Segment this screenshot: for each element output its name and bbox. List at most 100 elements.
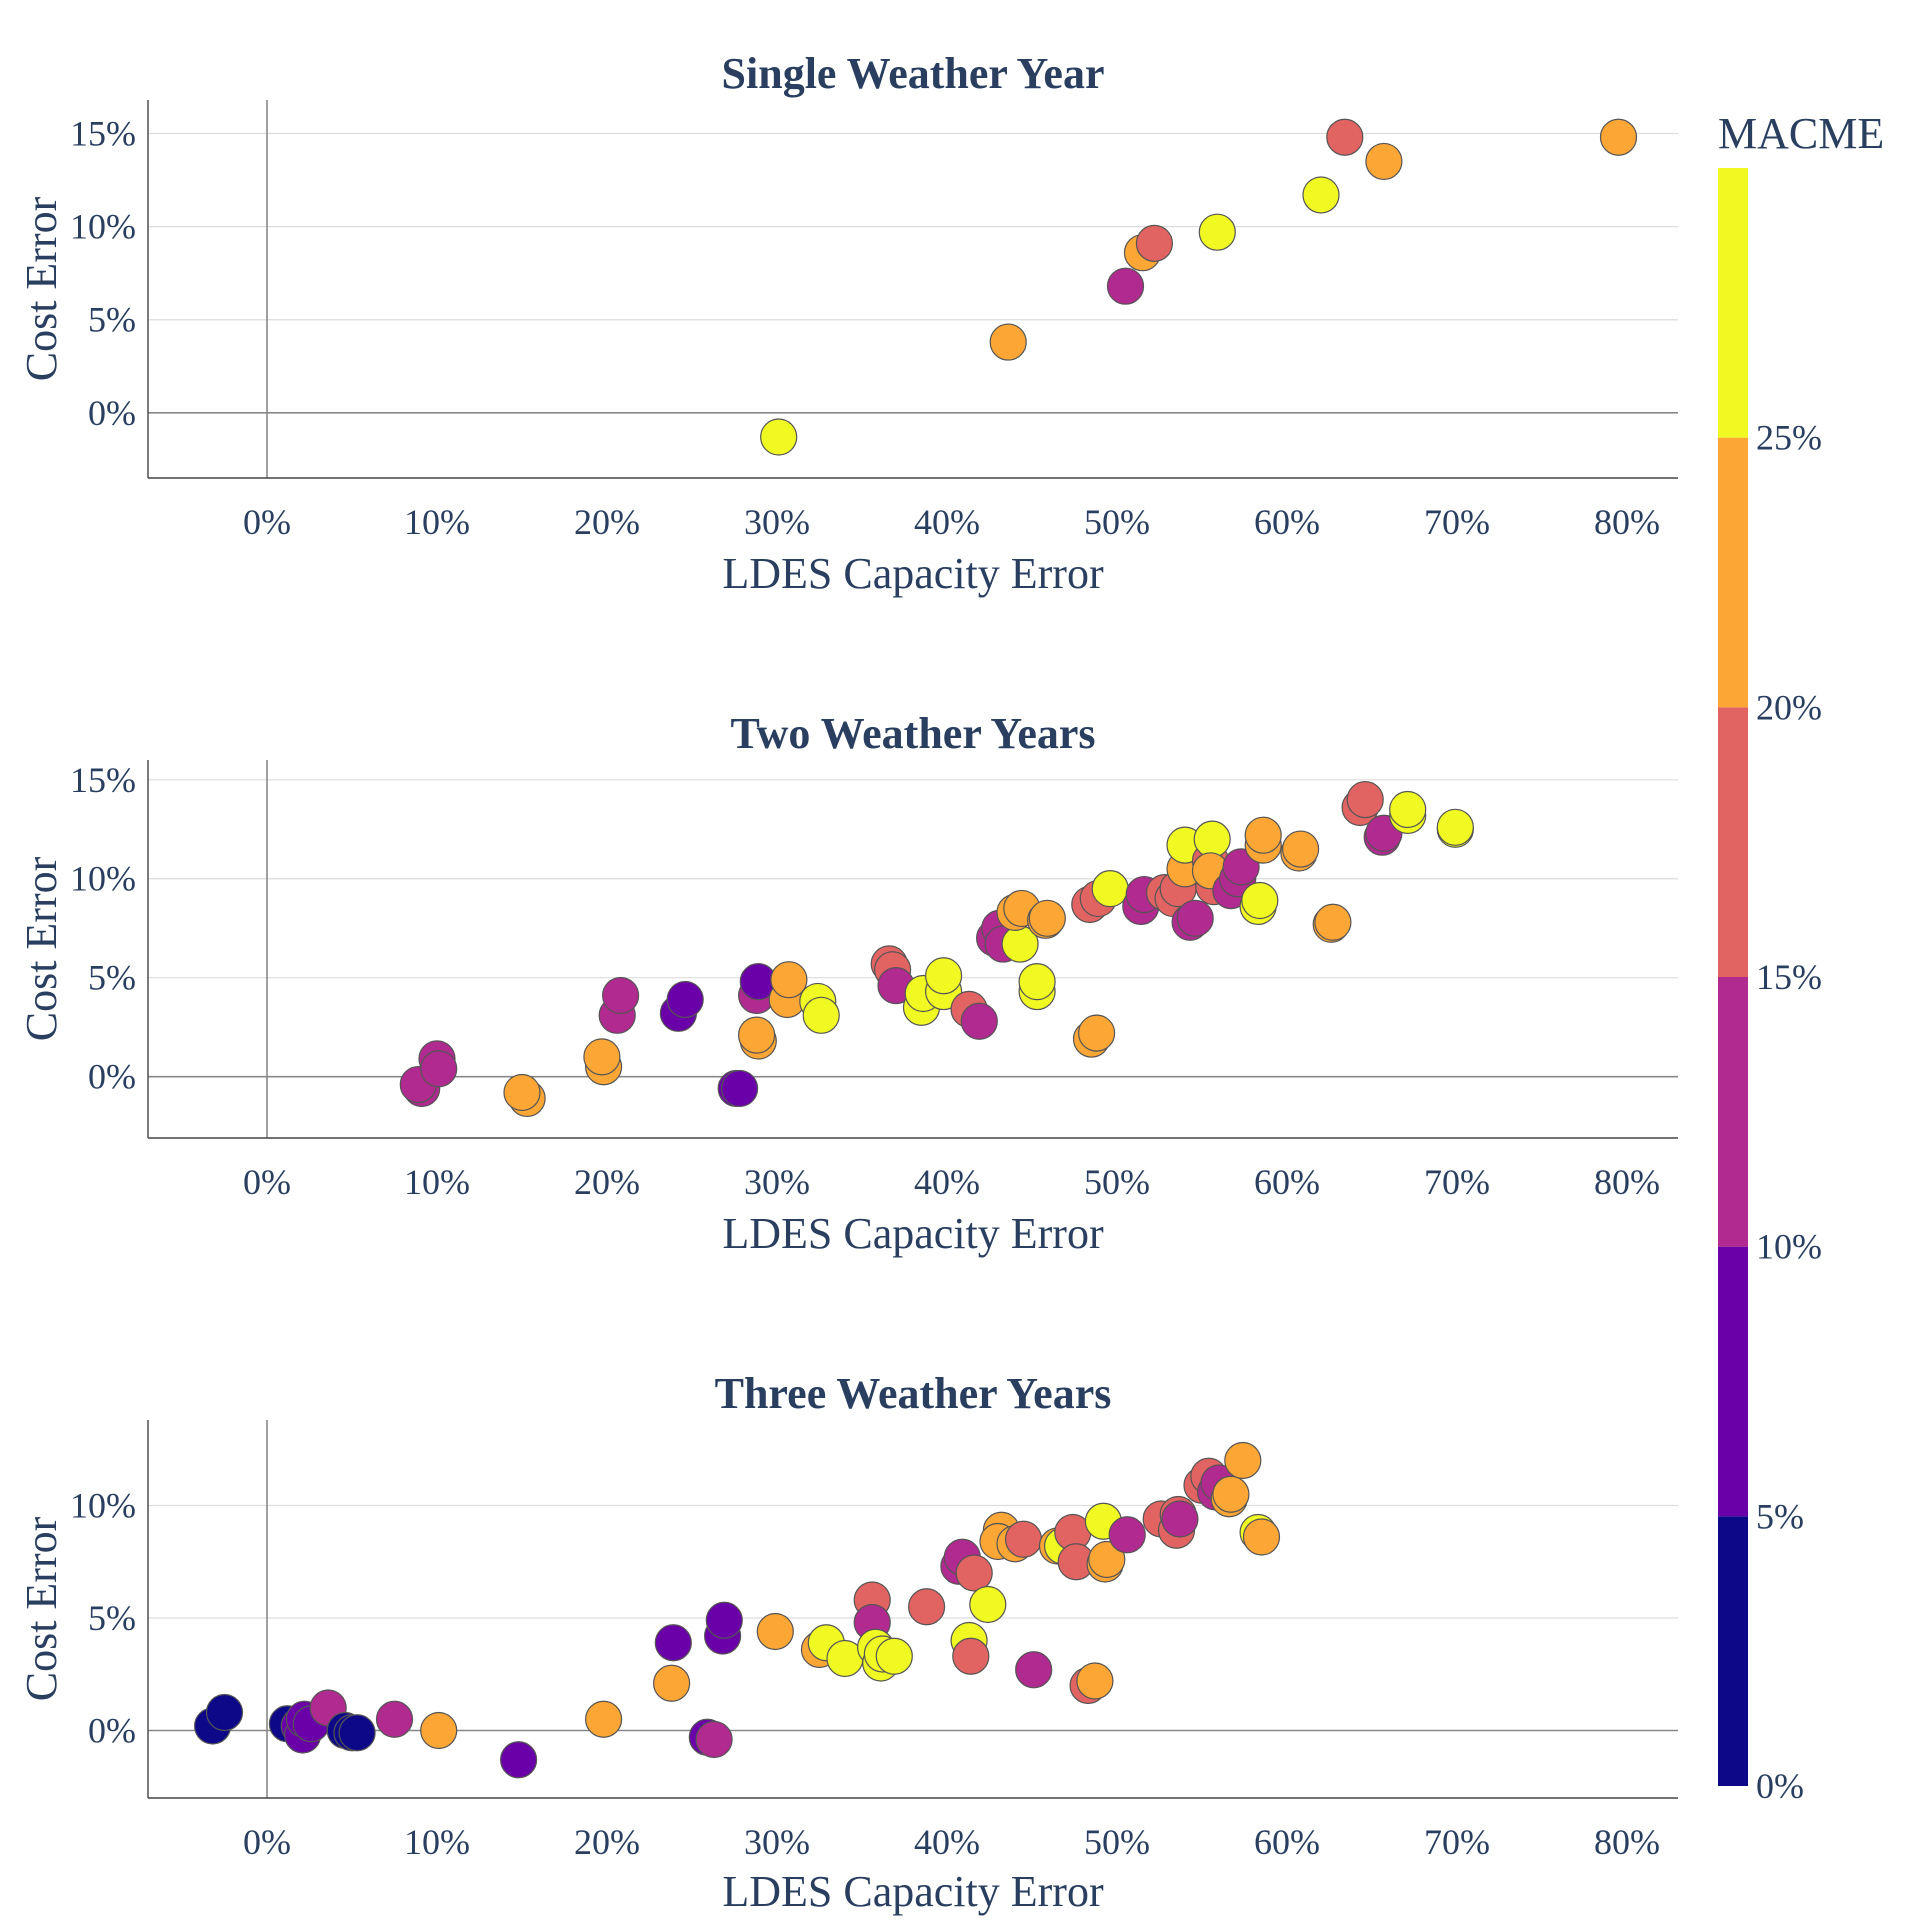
scatter-point bbox=[1018, 963, 1056, 1001]
y-tick-label: 15% bbox=[70, 760, 136, 800]
y-axis-title: Cost Error bbox=[17, 196, 66, 381]
x-tick-label: 30% bbox=[744, 502, 810, 542]
scatter-point bbox=[1135, 224, 1174, 262]
colorbar-ticks: 0% 5% 10% 15% 20% 25% bbox=[1756, 418, 1822, 1806]
colorbar-band bbox=[1718, 1516, 1748, 1786]
scatter-point bbox=[1091, 870, 1129, 908]
x-tick-label: 70% bbox=[1424, 1822, 1490, 1862]
scatter-point bbox=[1241, 881, 1279, 920]
x-tick-label: 0% bbox=[243, 1822, 291, 1862]
colorbar-band bbox=[1718, 1246, 1748, 1517]
scatter-point bbox=[1244, 816, 1282, 854]
x-tick-label: 80% bbox=[1594, 502, 1660, 542]
x-tick-label: 60% bbox=[1254, 502, 1320, 542]
scatter-point bbox=[720, 1069, 759, 1108]
subplot-title: Three Weather Years bbox=[715, 1369, 1112, 1418]
scatter-point bbox=[960, 1002, 998, 1040]
scatter-point bbox=[1198, 213, 1236, 251]
colorbar-band bbox=[1718, 168, 1748, 438]
scatter-points bbox=[194, 1441, 1281, 1779]
scatter-point bbox=[875, 1637, 913, 1675]
scatter-point bbox=[375, 1700, 414, 1738]
scatter-point bbox=[1193, 820, 1231, 858]
scatter-point bbox=[1326, 118, 1364, 156]
x-tick-label: 0% bbox=[243, 502, 291, 542]
scatter-point bbox=[1176, 899, 1214, 937]
scatter-point bbox=[955, 1554, 993, 1592]
subplot-2: 0% 10% 20% 30% 40% 50% 60% 70% 80% 0% 5% 10% 15% Two … bbox=[17, 709, 1678, 1258]
scatter-point bbox=[1088, 1540, 1126, 1579]
colorbar-band bbox=[1718, 977, 1748, 1247]
scatter-point bbox=[503, 1073, 541, 1112]
x-tick-label: 10% bbox=[404, 1822, 470, 1862]
x-tick-label: 50% bbox=[1084, 1822, 1150, 1862]
y-tick-label: 10% bbox=[70, 1486, 136, 1526]
y-tick-label: 15% bbox=[70, 114, 136, 154]
subplots: 0% 10% 20% 30% 40% 50% 60% 70% 80% 0% 5% 10% 15% Sing… bbox=[17, 49, 1678, 1916]
scatter-point bbox=[1302, 176, 1340, 214]
scatter-point bbox=[666, 980, 704, 1019]
x-tick-label: 50% bbox=[1084, 502, 1150, 542]
x-tick-label: 70% bbox=[1424, 502, 1490, 542]
x-tick-label: 30% bbox=[744, 1822, 810, 1862]
x-tick-label: 10% bbox=[404, 502, 470, 542]
x-tick-label: 80% bbox=[1594, 1162, 1660, 1202]
scatter-point bbox=[1224, 1441, 1262, 1480]
y-tick-label: 10% bbox=[70, 207, 136, 247]
x-tick-label: 30% bbox=[744, 1162, 810, 1202]
y-tick-label: 0% bbox=[88, 1057, 136, 1097]
x-tick-label: 80% bbox=[1594, 1822, 1660, 1862]
scatter-point bbox=[499, 1741, 538, 1779]
x-tick-label: 60% bbox=[1254, 1162, 1320, 1202]
scatter-point bbox=[952, 1637, 990, 1675]
scatter-point bbox=[1004, 1520, 1043, 1558]
colorbar-tick-label: 0% bbox=[1756, 1766, 1804, 1806]
scatter-point bbox=[1314, 903, 1352, 941]
scatter-point bbox=[1106, 267, 1145, 305]
y-tick-label: 10% bbox=[70, 859, 136, 899]
x-axis-title: LDES Capacity Error bbox=[722, 1209, 1104, 1258]
scatter-point bbox=[420, 1711, 458, 1750]
scatter-point bbox=[583, 1038, 621, 1076]
scatter-point bbox=[601, 976, 640, 1015]
scatter-point bbox=[1281, 830, 1320, 868]
x-tick-label: 60% bbox=[1254, 1822, 1320, 1862]
x-axis-title: LDES Capacity Error bbox=[722, 549, 1104, 598]
scatter-point bbox=[695, 1720, 733, 1759]
x-tick-label: 40% bbox=[914, 1162, 980, 1202]
colorbar-bands bbox=[1718, 168, 1748, 1786]
scatter-point bbox=[654, 1624, 692, 1662]
scatter-point bbox=[924, 957, 963, 995]
colorbar-tick-label: 20% bbox=[1756, 687, 1822, 727]
colorbar-tick-label: 5% bbox=[1756, 1496, 1804, 1536]
colorbar: MACME 0% 5% 10% 15% 20% 25% bbox=[1718, 109, 1884, 1806]
subplot-3: 0% 10% 20% 30% 40% 50% 60% 70% 80% 0% 5% 10% Three W… bbox=[17, 1369, 1678, 1916]
scatter-point bbox=[652, 1664, 691, 1702]
scatter-point bbox=[705, 1601, 743, 1639]
colorbar-band bbox=[1718, 707, 1748, 977]
scatter-point bbox=[1389, 790, 1427, 829]
scatter-point bbox=[1212, 1475, 1250, 1513]
x-tick-label: 10% bbox=[404, 1162, 470, 1202]
colorbar-tick-label: 10% bbox=[1756, 1227, 1822, 1267]
x-tick-label: 70% bbox=[1424, 1162, 1490, 1202]
scatter-point bbox=[756, 1612, 794, 1651]
x-tick-label: 20% bbox=[574, 1822, 640, 1862]
y-tick-label: 0% bbox=[88, 393, 136, 433]
scatter-point bbox=[1242, 1518, 1281, 1556]
scatter-point bbox=[1077, 1014, 1116, 1052]
subplot-title: Single Weather Year bbox=[722, 49, 1105, 98]
scatter-point bbox=[205, 1693, 244, 1732]
x-tick-label: 20% bbox=[574, 1162, 640, 1202]
x-axis-title: LDES Capacity Error bbox=[722, 1867, 1104, 1916]
y-tick-label: 0% bbox=[88, 1711, 136, 1751]
scatter-point bbox=[584, 1700, 623, 1738]
y-axis-title: Cost Error bbox=[17, 1516, 66, 1701]
y-tick-label: 5% bbox=[88, 300, 136, 340]
subplot-title: Two Weather Years bbox=[731, 709, 1096, 758]
scatter-point bbox=[1108, 1516, 1146, 1554]
scatter-point bbox=[1028, 899, 1066, 937]
colorbar-title: MACME bbox=[1718, 109, 1884, 158]
scatter-point bbox=[1346, 780, 1384, 819]
